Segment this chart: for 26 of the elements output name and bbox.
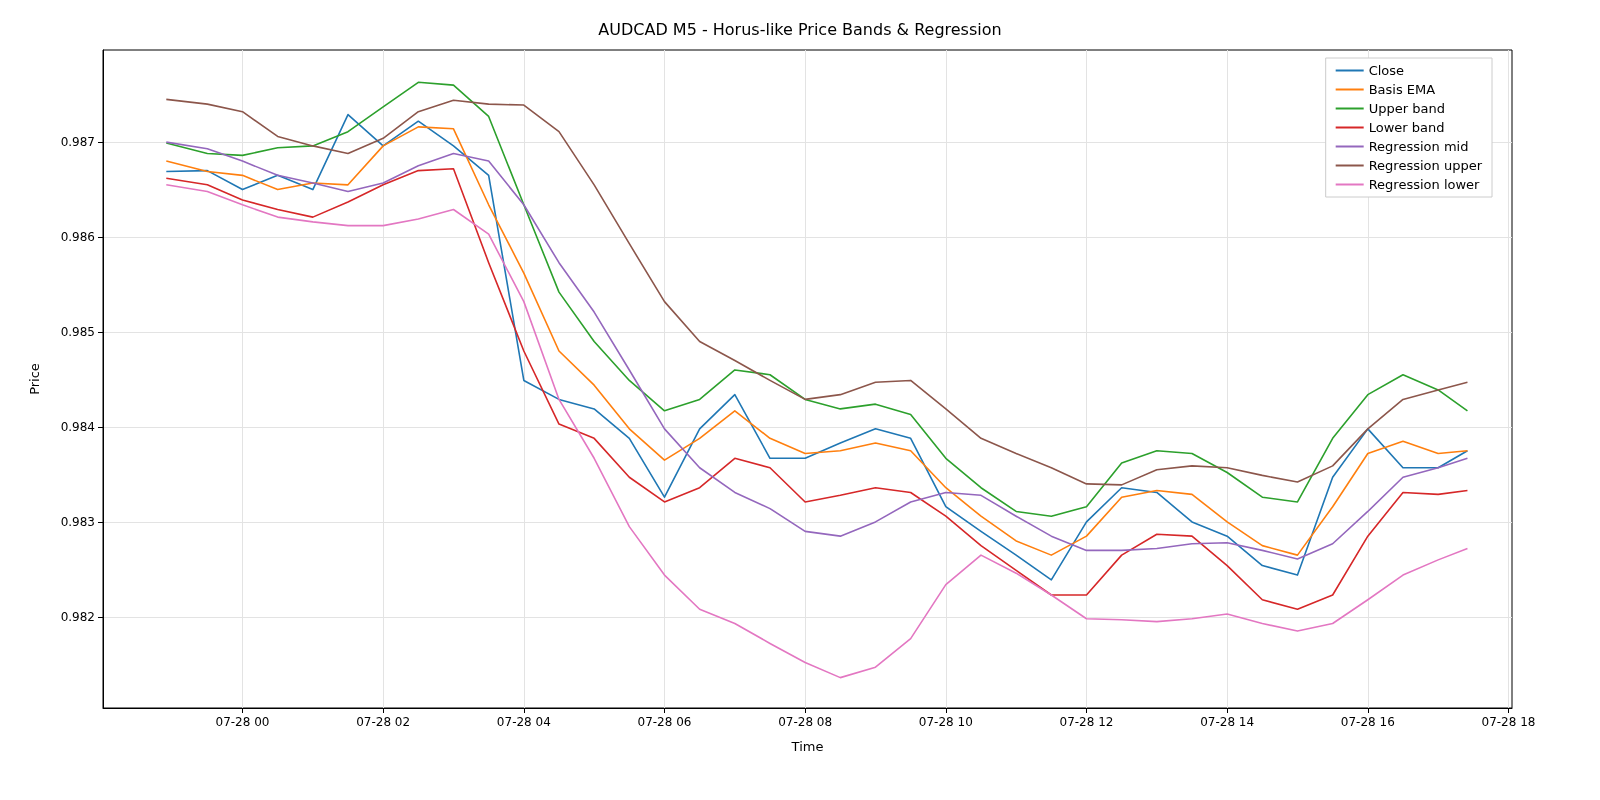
y-tick-label: 0.986 [60,230,95,245]
x-tick-label: 07-28 08 [778,715,833,729]
y-tick-label: 0.983 [60,514,95,529]
x-tick-label: 07-28 00 [215,715,270,729]
x-tick-label: 07-28 12 [1059,715,1114,729]
legend-label: Basis EMA [1368,82,1436,97]
chart-title: AUDCAD M5 - Horus-like Price Bands & Regression [598,19,1002,39]
legend-label: Close [1368,63,1405,78]
x-tick-label: 07-28 02 [356,715,411,729]
y-tick-label: 0.987 [60,135,95,150]
y-tick-label: 0.982 [60,609,95,624]
y-tick-label: 0.985 [60,325,95,339]
x-tick-label: 07-28 14 [1200,715,1255,729]
x-tick-label: 07-28 06 [637,715,692,729]
legend-label: Regression lower [1368,177,1481,192]
x-tick-label: 07-28 16 [1340,715,1395,729]
x-tick-label: 07-28 10 [918,715,973,729]
y-tick-label: 0.984 [60,419,95,434]
x-axis-title: Time [790,739,824,754]
legend-label: Regression mid [1368,139,1469,154]
x-tick-label: 07-28 18 [1481,715,1536,729]
legend-label: Upper band [1368,101,1445,116]
legend-label: Lower band [1368,120,1445,135]
legend-label: Regression upper [1368,158,1483,173]
x-tick-label: 07-28 04 [496,715,551,729]
y-axis-title: Price [27,363,42,395]
